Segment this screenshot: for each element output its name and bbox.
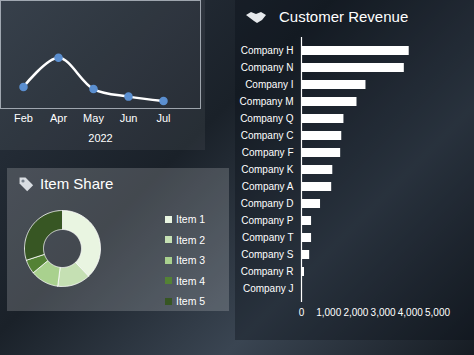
svg-text:Company M: Company M bbox=[240, 96, 294, 107]
svg-text:Company P: Company P bbox=[241, 215, 294, 226]
html-text:Customer Revenue: Customer Revenue bbox=[279, 8, 409, 25]
svg-text:2022: 2022 bbox=[88, 132, 112, 144]
svg-text:Company I: Company I bbox=[245, 79, 293, 90]
svg-text:Company N: Company N bbox=[241, 62, 294, 73]
svg-text:Company H: Company H bbox=[241, 45, 294, 56]
svg-text:Company A: Company A bbox=[242, 181, 294, 192]
svg-text:0: 0 bbox=[299, 307, 305, 318]
svg-text:4,000: 4,000 bbox=[398, 307, 423, 318]
svg-text:Company T: Company T bbox=[242, 232, 294, 243]
svg-text:5,000: 5,000 bbox=[425, 307, 450, 318]
svg-text:Feb: Feb bbox=[14, 112, 33, 124]
svg-text:Company S: Company S bbox=[241, 249, 294, 260]
html-text:Item 1: Item 1 bbox=[176, 213, 206, 226]
svg-text:Company K: Company K bbox=[241, 164, 294, 175]
html-text:Item 4: Item 4 bbox=[176, 274, 206, 287]
html-text:Item 2: Item 2 bbox=[176, 233, 206, 246]
svg-text:Jun: Jun bbox=[120, 112, 138, 124]
svg-text:Company D: Company D bbox=[241, 198, 294, 209]
svg-text:Apr: Apr bbox=[50, 112, 67, 124]
svg-text:Company F: Company F bbox=[242, 147, 294, 158]
svg-text:2,000: 2,000 bbox=[343, 307, 368, 318]
svg-text:1,000: 1,000 bbox=[316, 307, 341, 318]
svg-text:Company Q: Company Q bbox=[240, 113, 294, 124]
html-text:Item Share: Item Share bbox=[40, 175, 114, 192]
svg-text:May: May bbox=[83, 112, 104, 124]
html-text:Item 3: Item 3 bbox=[176, 254, 206, 267]
svg-text:Jul: Jul bbox=[156, 112, 170, 124]
svg-text:Company R: Company R bbox=[241, 266, 294, 277]
html-text:Item 5: Item 5 bbox=[176, 295, 206, 308]
svg-text:3,000: 3,000 bbox=[371, 307, 396, 318]
svg-text:Company J: Company J bbox=[243, 283, 294, 294]
svg-text:Company C: Company C bbox=[241, 130, 294, 141]
